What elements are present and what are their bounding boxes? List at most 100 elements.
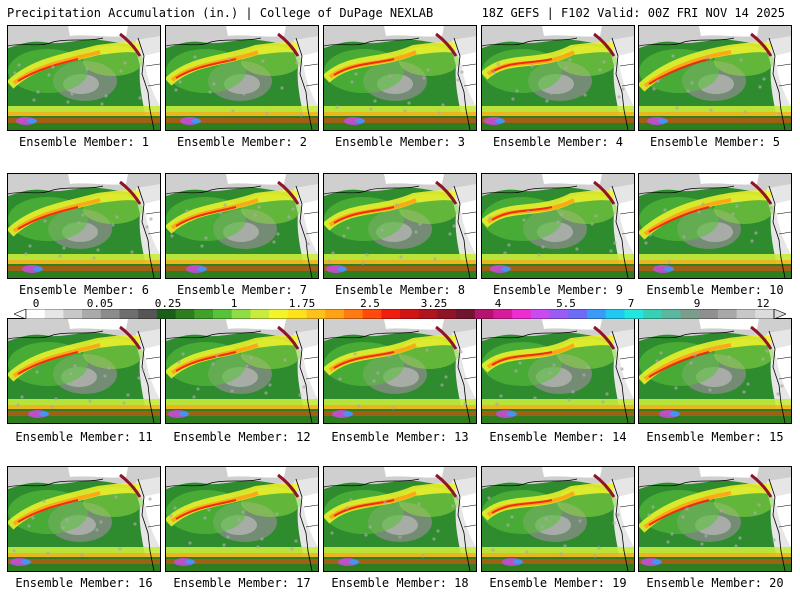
ensemble-member-label: Ensemble Member: 17 <box>173 576 311 590</box>
colorbar-segment <box>755 309 775 319</box>
precipitation-map-image <box>166 319 318 423</box>
ensemble-member-map <box>481 25 635 131</box>
colorbar-segment <box>587 309 607 319</box>
precipitation-map-image <box>324 174 476 278</box>
model-run-info: 18Z GEFS | F102 Valid: 00Z FRI NOV 14 20… <box>481 6 785 20</box>
colorbar-segment <box>250 309 270 319</box>
ensemble-member-map <box>165 318 319 424</box>
ensemble-member-map <box>638 318 792 424</box>
ensemble-member-label: Ensemble Member: 6 <box>18 283 150 297</box>
ensemble-member-label: Ensemble Member: 10 <box>646 283 784 297</box>
ensemble-member-label: Ensemble Member: 7 <box>176 283 308 297</box>
colorbar-segment <box>418 309 438 319</box>
colorbar-segment <box>717 309 738 319</box>
ensemble-member-map <box>323 173 477 279</box>
colorbar-segment <box>549 309 569 319</box>
colorbar-segment <box>325 309 345 319</box>
ensemble-member-map <box>7 318 161 424</box>
ensemble-member-label: Ensemble Member: 4 <box>492 135 624 149</box>
ensemble-member-label: Ensemble Member: 9 <box>492 283 624 297</box>
colorbar-segment <box>400 309 420 319</box>
precipitation-map-image <box>8 174 160 278</box>
colorbar-segment <box>512 309 532 319</box>
ensemble-member-label: Ensemble Member: 11 <box>15 430 153 444</box>
map-title: Precipitation Accumulation (in.) | Colle… <box>7 6 434 20</box>
colorbar-label: 0.25 <box>154 297 182 310</box>
precipitation-map-image <box>639 319 791 423</box>
colorbar-label: 3.25 <box>420 297 448 310</box>
colorbar-segment <box>643 309 663 319</box>
colorbar-right-arrow <box>773 309 786 319</box>
colorbar-segment <box>381 309 401 319</box>
colorbar-segment <box>624 309 644 319</box>
ensemble-member-map <box>165 173 319 279</box>
colorbar-segment <box>568 309 588 319</box>
colorbar-segment <box>530 309 551 319</box>
ensemble-member-map <box>323 466 477 572</box>
precipitation-map-image <box>482 26 634 130</box>
colorbar-segment <box>63 309 83 319</box>
ensemble-member-label: Ensemble Member: 8 <box>334 283 466 297</box>
colorbar-segment <box>119 309 139 319</box>
colorbar-segment <box>231 309 251 319</box>
colorbar-labels: 0 0.05 0.25 1 1.75 2.5 3.25 4 5.5 7 9 12 <box>0 297 800 310</box>
colorbar-segment <box>605 309 625 319</box>
ensemble-member-label: Ensemble Member: 3 <box>334 135 466 149</box>
colorbar-segment <box>269 309 289 319</box>
ensemble-member-map <box>165 466 319 572</box>
precipitation-map-image <box>8 467 160 571</box>
colorbar-label: 12 <box>756 297 770 310</box>
ensemble-member-map <box>165 25 319 131</box>
ensemble-member-map <box>481 173 635 279</box>
colorbar-left-arrow <box>14 309 27 319</box>
precipitation-map-image <box>8 319 160 423</box>
colorbar-segment <box>437 309 457 319</box>
precipitation-map-image <box>166 174 318 278</box>
colorbar-segment <box>194 309 214 319</box>
precipitation-map-image <box>324 319 476 423</box>
colorbar-label: 7 <box>627 297 635 310</box>
precipitation-map-image <box>639 26 791 130</box>
colorbar-segment <box>736 309 756 319</box>
colorbar-label: 4 <box>494 297 502 310</box>
colorbar-segment <box>699 309 719 319</box>
colorbar-label: 0 <box>32 297 40 310</box>
ensemble-member-label: Ensemble Member: 19 <box>489 576 627 590</box>
ensemble-member-map <box>323 25 477 131</box>
colorbar-segment <box>44 309 64 319</box>
precipitation-map-image <box>166 26 318 130</box>
colorbar-segment <box>26 309 46 319</box>
precipitation-map-image <box>639 174 791 278</box>
ensemble-member-map <box>7 466 161 572</box>
ensemble-member-map <box>481 318 635 424</box>
ensemble-member-map <box>638 25 792 131</box>
ensemble-member-map <box>481 466 635 572</box>
colorbar-segment <box>100 309 120 319</box>
colorbar-segment <box>213 309 233 319</box>
precipitation-map-image <box>8 26 160 130</box>
colorbar-segment <box>175 309 195 319</box>
ensemble-member-label: Ensemble Member: 2 <box>176 135 308 149</box>
colorbar-label: 5.5 <box>556 297 576 310</box>
colorbar-label: 1.75 <box>288 297 316 310</box>
colorbar-segment <box>343 309 364 319</box>
colorbar-segment <box>82 309 102 319</box>
colorbar-label: 2.5 <box>360 297 380 310</box>
precipitation-map-image <box>166 467 318 571</box>
colorbar-segment <box>661 309 681 319</box>
precipitation-map-image <box>324 26 476 130</box>
ensemble-member-label: Ensemble Member: 12 <box>173 430 311 444</box>
colorbar-segment <box>138 309 158 319</box>
ensemble-member-map <box>638 173 792 279</box>
precipitation-map-image <box>482 319 634 423</box>
ensemble-member-label: Ensemble Member: 5 <box>649 135 781 149</box>
colorbar-segment <box>456 309 476 319</box>
precipitation-map-image <box>324 467 476 571</box>
ensemble-member-map <box>7 173 161 279</box>
colorbar-label: 1 <box>230 297 238 310</box>
colorbar-segment <box>287 309 307 319</box>
precipitation-map-image <box>482 467 634 571</box>
colorbar-segment <box>474 309 494 319</box>
colorbar-segment <box>362 309 382 319</box>
ensemble-member-label: Ensemble Member: 14 <box>489 430 627 444</box>
